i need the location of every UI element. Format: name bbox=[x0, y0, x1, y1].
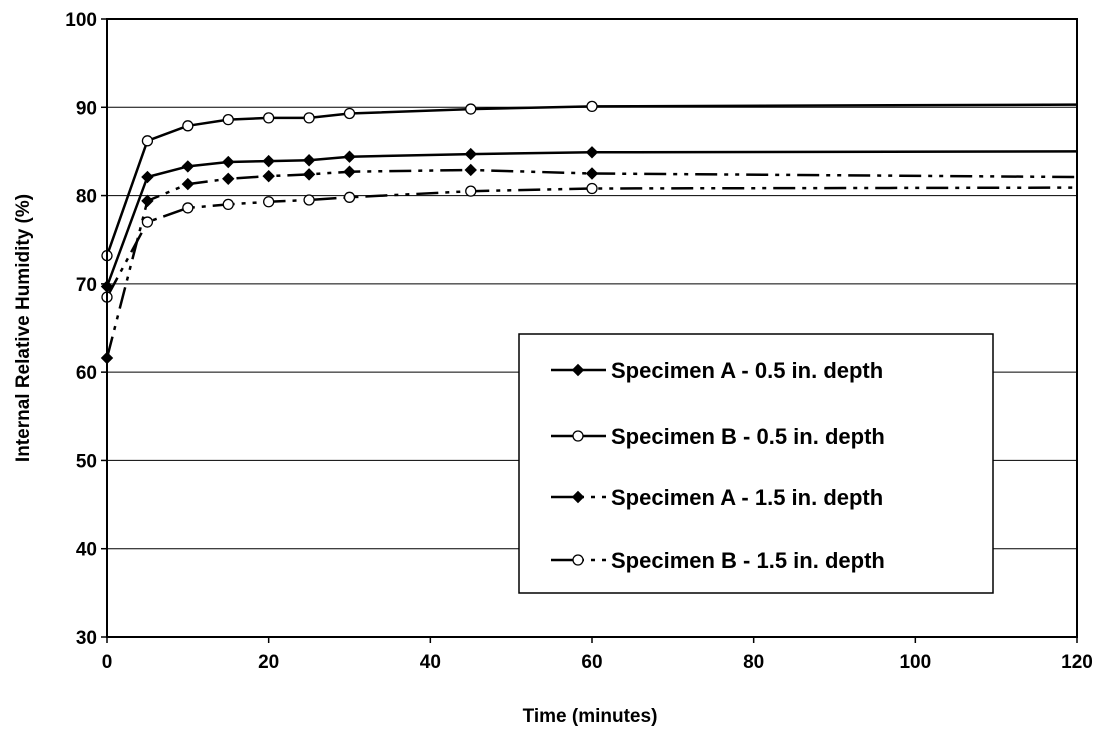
circle-marker bbox=[263, 196, 275, 208]
legend-label: Specimen A - 1.5 in. depth bbox=[611, 485, 883, 510]
diamond-marker bbox=[571, 363, 585, 377]
diamond-marker bbox=[181, 177, 195, 191]
diamond-marker bbox=[343, 150, 356, 163]
y-tick-label: 40 bbox=[76, 540, 97, 561]
x-axis-ticks: 0 20 40 60 80 100 120 bbox=[102, 637, 1093, 673]
circle-marker bbox=[141, 135, 154, 147]
diamond-marker bbox=[262, 169, 275, 183]
y-tick-label: 30 bbox=[76, 628, 97, 649]
x-axis-title: Time (minutes) bbox=[523, 706, 658, 727]
diamond-marker bbox=[141, 170, 154, 184]
diamond-marker bbox=[585, 167, 599, 180]
legend-label: Specimen B - 1.5 in. depth bbox=[611, 548, 885, 573]
diamond-marker bbox=[181, 160, 195, 173]
legend-box bbox=[518, 333, 994, 594]
legend-label: Specimen B - 0.5 in. depth bbox=[611, 424, 885, 449]
diamond-marker bbox=[302, 168, 316, 181]
series-line-2 bbox=[105, 103, 1078, 257]
circle-marker bbox=[182, 120, 194, 132]
x-tick-label: 40 bbox=[420, 652, 441, 673]
series-line-4 bbox=[105, 186, 1078, 298]
y-tick-label: 60 bbox=[76, 363, 97, 384]
diamond-marker bbox=[222, 155, 235, 169]
circle-marker bbox=[222, 198, 234, 211]
x-tick-label: 80 bbox=[743, 652, 764, 673]
circle-marker bbox=[343, 191, 356, 203]
legend: Specimen A - 0.5 in. depth Specimen B - 0… bbox=[518, 333, 994, 594]
circle-marker bbox=[586, 100, 598, 113]
circle-marker bbox=[263, 112, 275, 124]
circle-marker bbox=[465, 103, 477, 115]
circle-marker bbox=[222, 113, 234, 126]
series-markers bbox=[100, 100, 599, 365]
diamond-marker bbox=[585, 146, 599, 159]
diamond-marker bbox=[141, 194, 154, 208]
y-tick-label: 50 bbox=[76, 451, 97, 472]
series-lines bbox=[105, 103, 1078, 359]
y-tick-label: 70 bbox=[76, 275, 97, 296]
diamond-marker bbox=[302, 154, 316, 167]
diamond-marker bbox=[262, 154, 275, 168]
y-axis-ticks: 30 40 50 60 70 80 90 100 bbox=[65, 10, 107, 649]
diamond-marker bbox=[464, 163, 477, 177]
x-tick-label: 120 bbox=[1061, 652, 1093, 673]
series-line-1 bbox=[105, 150, 1078, 287]
x-tick-label: 0 bbox=[102, 652, 113, 673]
circle-marker bbox=[141, 216, 154, 228]
x-tick-label: 100 bbox=[899, 652, 931, 673]
diamond-marker bbox=[343, 165, 356, 178]
series-line-3 bbox=[105, 168, 1078, 359]
circle-marker bbox=[586, 182, 598, 195]
y-tick-label: 90 bbox=[76, 98, 97, 119]
circle-marker bbox=[572, 430, 584, 442]
diamond-marker bbox=[571, 490, 585, 504]
circle-marker bbox=[182, 202, 194, 214]
x-tick-label: 60 bbox=[581, 652, 602, 673]
diamond-marker bbox=[222, 172, 235, 186]
circle-marker bbox=[303, 194, 315, 206]
x-tick-label: 20 bbox=[258, 652, 279, 673]
circle-marker bbox=[343, 107, 356, 120]
y-tick-label: 100 bbox=[65, 10, 97, 31]
legend-label: Specimen A - 0.5 in. depth bbox=[611, 358, 883, 383]
circle-marker bbox=[465, 185, 477, 197]
diamond-marker bbox=[464, 147, 477, 161]
y-tick-label: 80 bbox=[76, 187, 97, 208]
y-axis-title: Internal Relative Humidity (%) bbox=[13, 194, 34, 462]
circle-marker bbox=[303, 112, 315, 124]
circle-marker bbox=[572, 554, 584, 566]
